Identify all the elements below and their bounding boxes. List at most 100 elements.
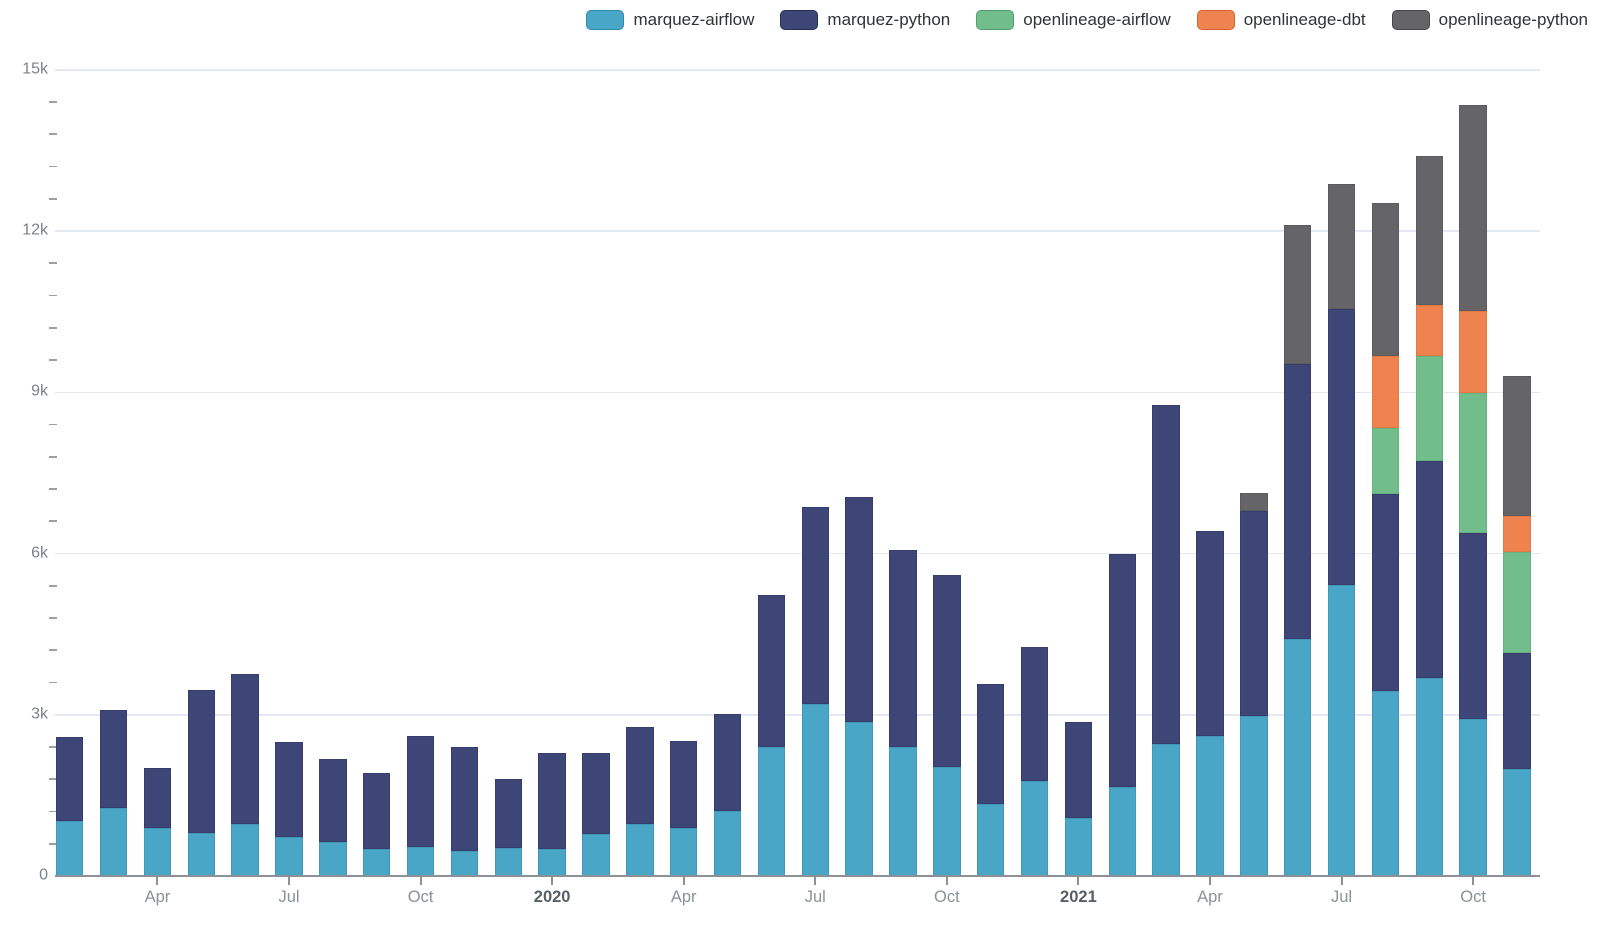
bar-segment-marquez-airflow-Jul-2021[interactable] [1327,584,1356,876]
bar-segment-marquez-python-Sep-2021[interactable] [1415,460,1444,678]
bar-segment-marquez-python-May-2019[interactable] [187,690,216,834]
bar-segment-marquez-airflow-Sep-2021[interactable] [1415,677,1444,876]
bar-segment-marquez-python-Jul-2021[interactable] [1327,309,1356,585]
bar-segment-marquez-airflow-Mar-2020[interactable] [626,824,654,876]
bar-segment-openlineage-python-Nov-2021[interactable] [1503,375,1531,516]
legend-item-marquez-airflow[interactable]: marquez-airflow [586,10,754,30]
bar-segment-marquez-airflow-Nov-2019[interactable] [450,850,479,876]
bar-segment-marquez-airflow-Nov-2021[interactable] [1503,769,1531,876]
x-axis-label-Apr: Apr [1197,888,1223,906]
bar-segment-marquez-airflow-Nov-2020[interactable] [976,804,1005,876]
bar-segment-marquez-python-Feb-2020[interactable] [582,752,610,835]
bar-segment-marquez-airflow-Dec-2020[interactable] [1020,780,1049,876]
bar-segment-openlineage-python-Jul-2021[interactable] [1327,183,1356,310]
bar-segment-openlineage-python-Jun-2021[interactable] [1283,224,1312,365]
bar-segment-marquez-python-Nov-2020[interactable] [976,683,1005,805]
bar-segment-openlineage-python-Aug-2021[interactable] [1371,203,1400,356]
bar-segment-marquez-airflow-Sep-2019[interactable] [362,849,391,876]
bar-segment-openlineage-dbt-Nov-2021[interactable] [1503,515,1531,553]
bar-segment-marquez-airflow-Jan-2021[interactable] [1064,818,1093,876]
bar-segment-openlineage-python-Sep-2021[interactable] [1415,156,1444,305]
bar-segment-marquez-python-May-2021[interactable] [1240,510,1268,716]
legend-item-openlineage-python[interactable]: openlineage-python [1391,10,1588,30]
bar-segment-marquez-airflow-Aug-2019[interactable] [319,841,347,876]
bar-segment-marquez-airflow-May-2021[interactable] [1240,715,1268,876]
bar-segment-marquez-python-Mar-2020[interactable] [626,726,654,825]
bar-segment-marquez-python-Apr-2019[interactable] [143,767,172,829]
bar-segment-marquez-python-Nov-2021[interactable] [1503,653,1531,770]
legend-swatch-icon [1196,10,1235,30]
bar-segment-marquez-airflow-Aug-2020[interactable] [845,721,873,876]
bar-segment-marquez-python-Aug-2021[interactable] [1371,494,1400,691]
y-axis-minor-tick [49,133,57,136]
bar-segment-marquez-python-Apr-2021[interactable] [1196,530,1224,736]
bar-segment-marquez-python-Aug-2020[interactable] [845,496,873,722]
bar-segment-openlineage-dbt-Oct-2021[interactable] [1459,310,1487,393]
bar-segment-marquez-airflow-Apr-2019[interactable] [143,828,172,876]
bar-segment-marquez-python-Dec-2019[interactable] [494,778,523,849]
bar-segment-marquez-python-Aug-2019[interactable] [319,759,347,842]
bar-segment-marquez-airflow-May-2020[interactable] [713,810,742,876]
bar-segment-marquez-airflow-Jul-2020[interactable] [801,704,830,876]
bar-segment-marquez-airflow-Jun-2019[interactable] [231,823,259,876]
bar-segment-marquez-airflow-Oct-2019[interactable] [406,846,435,876]
bar-segment-marquez-airflow-Sep-2020[interactable] [889,747,917,876]
x-axis-line [55,875,1540,877]
legend-swatch-icon [976,10,1015,30]
bar-segment-openlineage-airflow-Aug-2021[interactable] [1371,428,1400,495]
bar-segment-marquez-airflow-Apr-2020[interactable] [669,827,698,876]
bar-segment-marquez-python-Sep-2019[interactable] [362,772,391,850]
bar-segment-openlineage-dbt-Aug-2021[interactable] [1371,355,1400,429]
bar-segment-marquez-python-Jan-2021[interactable] [1064,722,1093,819]
bar-segment-marquez-airflow-Oct-2020[interactable] [933,766,961,876]
legend-item-openlineage-dbt[interactable]: openlineage-dbt [1196,10,1366,30]
bar-segment-openlineage-python-Oct-2021[interactable] [1459,104,1487,311]
bar-segment-marquez-airflow-Feb-2021[interactable] [1108,786,1137,876]
x-axis-label-Oct: Oct [407,888,434,906]
legend-item-marquez-python[interactable]: marquez-python [780,10,950,30]
bar-segment-marquez-airflow-Feb-2020[interactable] [582,834,610,876]
bar-segment-marquez-python-Jul-2020[interactable] [801,507,830,705]
bar-segment-marquez-python-Sep-2020[interactable] [889,550,917,748]
bar-segment-marquez-airflow-Mar-2021[interactable] [1152,744,1180,876]
bar-segment-openlineage-airflow-Nov-2021[interactable] [1503,552,1531,654]
bar-segment-openlineage-python-May-2021[interactable] [1240,492,1268,511]
bar-segment-marquez-airflow-May-2019[interactable] [187,833,216,876]
bar-segment-marquez-python-Feb-2019[interactable] [55,736,84,822]
bar-segment-marquez-airflow-Jul-2019[interactable] [275,836,303,876]
bar-segment-marquez-python-Mar-2021[interactable] [1152,404,1180,745]
bar-segment-marquez-python-Jun-2020[interactable] [757,595,786,747]
legend-swatch-icon [780,10,819,30]
bar-segment-marquez-airflow-Oct-2021[interactable] [1459,719,1487,876]
bar-segment-marquez-python-Oct-2019[interactable] [406,735,435,847]
bar-segment-marquez-python-Jan-2020[interactable] [538,753,566,850]
bar-segment-marquez-airflow-Feb-2019[interactable] [55,821,84,876]
bar-segment-marquez-airflow-Jun-2021[interactable] [1283,638,1312,876]
bar-segment-marquez-python-Oct-2020[interactable] [933,574,961,767]
bar-segment-marquez-python-Feb-2021[interactable] [1108,553,1137,787]
bar-segment-marquez-airflow-Apr-2021[interactable] [1196,736,1224,876]
bar-segment-marquez-airflow-Aug-2021[interactable] [1371,690,1400,876]
bar-segment-marquez-airflow-Mar-2019[interactable] [99,807,128,876]
x-axis-tick-mark [814,877,817,885]
y-axis-minor-tick [49,197,57,200]
legend-item-openlineage-airflow[interactable]: openlineage-airflow [976,10,1171,30]
bar-segment-marquez-python-Apr-2020[interactable] [669,740,698,828]
bar-segment-marquez-python-May-2020[interactable] [713,713,742,811]
bar-segment-marquez-airflow-Dec-2019[interactable] [494,848,523,876]
bar-segment-marquez-python-Oct-2021[interactable] [1459,532,1487,720]
x-axis-tick-mark [156,877,159,885]
bar-segment-openlineage-dbt-Sep-2021[interactable] [1415,304,1444,356]
bar-segment-marquez-python-Mar-2019[interactable] [99,709,128,808]
bar-segment-marquez-python-Nov-2019[interactable] [450,747,479,851]
bar-segment-marquez-python-Dec-2020[interactable] [1020,647,1049,781]
bar-segment-openlineage-airflow-Oct-2021[interactable] [1459,392,1487,533]
bar-segment-marquez-airflow-Jan-2020[interactable] [538,849,566,876]
bar-segment-marquez-python-Jun-2019[interactable] [231,673,259,824]
bar-segment-openlineage-airflow-Sep-2021[interactable] [1415,355,1444,461]
gridline-3k [55,713,1540,716]
y-axis-minor-tick [49,520,57,523]
bar-segment-marquez-airflow-Jun-2020[interactable] [757,747,786,876]
bar-segment-marquez-python-Jun-2021[interactable] [1283,364,1312,639]
bar-segment-marquez-python-Jul-2019[interactable] [275,742,303,837]
